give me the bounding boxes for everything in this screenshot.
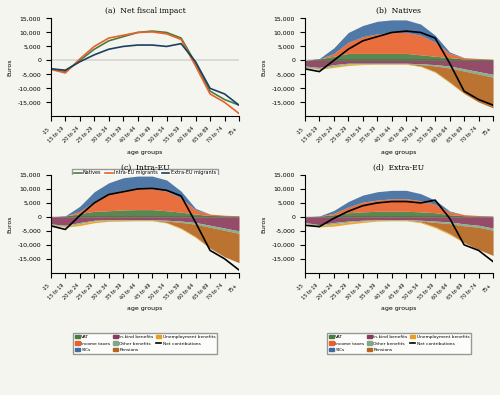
X-axis label: age groups: age groups — [382, 150, 416, 154]
Title: (a)  Net fiscal impact: (a) Net fiscal impact — [104, 7, 186, 15]
Intra-EU migrants — [178, 37, 184, 42]
Natives — [77, 58, 83, 63]
Title: (d)  Extra-EU: (d) Extra-EU — [374, 164, 424, 171]
Y-axis label: Euros: Euros — [261, 215, 266, 233]
Y-axis label: Euros: Euros — [7, 215, 12, 233]
Extra-EU migrants — [164, 44, 170, 49]
Extra-EU migrants — [192, 59, 198, 64]
Line: Natives: Natives — [51, 31, 239, 105]
Intra-EU migrants — [106, 36, 112, 40]
X-axis label: age groups: age groups — [382, 306, 416, 311]
Intra-EU migrants — [164, 32, 170, 36]
Extra-EU migrants — [207, 86, 213, 91]
Line: Extra-EU migrants: Extra-EU migrants — [51, 43, 239, 105]
Extra-EU migrants — [222, 92, 228, 96]
Intra-EU migrants — [149, 30, 155, 34]
Natives — [62, 69, 68, 74]
Intra-EU migrants — [92, 44, 98, 49]
Natives — [120, 34, 126, 39]
Extra-EU migrants — [92, 53, 98, 57]
Intra-EU migrants — [120, 33, 126, 38]
Extra-EU migrants — [62, 68, 68, 73]
Extra-EU migrants — [48, 66, 54, 71]
Legend: VAT, Income taxes, SICs, In-kind benefits, Other benefits, Pensions, Unemploymen: VAT, Income taxes, SICs, In-kind benefit… — [327, 333, 471, 354]
Intra-EU migrants — [77, 56, 83, 61]
Y-axis label: Euros: Euros — [261, 58, 266, 76]
Y-axis label: Euros: Euros — [7, 58, 12, 76]
Extra-EU migrants — [149, 43, 155, 47]
Intra-EU migrants — [222, 100, 228, 105]
Extra-EU migrants — [77, 59, 83, 64]
Natives — [149, 29, 155, 34]
Legend: VAT, Income taxes, SICs, In-kind benefits, Other benefits, Pensions, Unemploymen: VAT, Income taxes, SICs, In-kind benefit… — [327, 177, 471, 197]
Intra-EU migrants — [207, 92, 213, 96]
Legend: Natives, Intra-EU migrants, Extra-EU migrants: Natives, Intra-EU migrants, Extra-EU mig… — [72, 169, 218, 177]
Natives — [92, 47, 98, 52]
Natives — [134, 30, 140, 35]
Natives — [207, 89, 213, 94]
Legend: VAT, Income taxes, SICs, In-kind benefits, Other benefits, Pensions, Unemploymen: VAT, Income taxes, SICs, In-kind benefit… — [73, 333, 217, 354]
Line: Intra-EU migrants: Intra-EU migrants — [51, 32, 239, 113]
Natives — [222, 97, 228, 102]
Extra-EU migrants — [134, 43, 140, 47]
X-axis label: age groups: age groups — [127, 150, 162, 154]
Natives — [106, 38, 112, 43]
Extra-EU migrants — [120, 44, 126, 49]
Intra-EU migrants — [48, 67, 54, 72]
Extra-EU migrants — [236, 103, 242, 107]
Extra-EU migrants — [178, 41, 184, 46]
X-axis label: age groups: age groups — [127, 306, 162, 311]
Intra-EU migrants — [192, 64, 198, 68]
Extra-EU migrants — [106, 47, 112, 52]
Intra-EU migrants — [134, 30, 140, 35]
Natives — [192, 61, 198, 66]
Natives — [164, 30, 170, 35]
Intra-EU migrants — [62, 71, 68, 75]
Title: (c)  Intra-EU: (c) Intra-EU — [120, 164, 169, 171]
Intra-EU migrants — [236, 111, 242, 116]
Natives — [178, 36, 184, 40]
Title: (b)  Natives: (b) Natives — [376, 7, 422, 15]
Natives — [48, 66, 54, 71]
Natives — [236, 103, 242, 107]
